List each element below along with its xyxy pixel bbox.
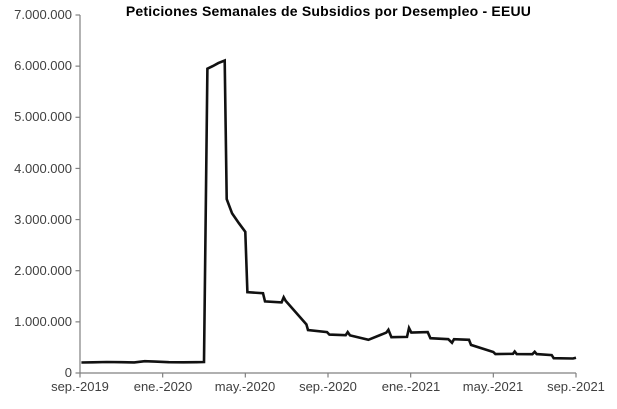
x-axis-label: may.-2020 xyxy=(214,379,276,394)
chart-title: Peticiones Semanales de Subsidios por De… xyxy=(125,3,532,19)
axis-ticks xyxy=(75,14,577,378)
y-axis-label: 0 xyxy=(64,365,72,380)
y-axis-label: 4.000.000 xyxy=(14,161,72,176)
x-axis-label: ene.-2020 xyxy=(133,379,193,394)
x-axis-label: sep.-2021 xyxy=(547,379,605,394)
claims-line-series xyxy=(81,58,577,364)
y-axis-label: 7.000.000 xyxy=(14,7,72,22)
x-axis-label: ene.-2021 xyxy=(381,379,441,394)
y-axis-label: 3.000.000 xyxy=(14,212,72,227)
y-axis-label: 6.000.000 xyxy=(14,58,72,73)
x-axis-label: sep.-2020 xyxy=(299,379,357,394)
x-axis-label: sep.-2019 xyxy=(51,379,109,394)
x-axis-label: may.-2021 xyxy=(462,379,524,394)
y-axis-label: 1.000.000 xyxy=(14,314,72,329)
y-axis-label: 2.000.000 xyxy=(14,263,72,278)
y-axis-label: 5.000.000 xyxy=(14,109,72,124)
